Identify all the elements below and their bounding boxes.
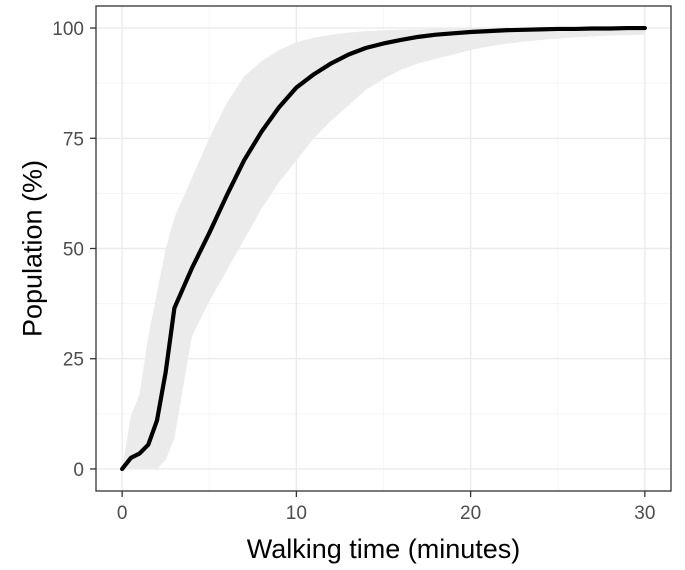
x-axis-title: Walking time (minutes) xyxy=(247,534,521,564)
y-tick-label: 0 xyxy=(73,460,84,481)
confidence-ribbon xyxy=(122,28,645,469)
x-tick-label: 30 xyxy=(634,503,655,524)
y-axis-title: Population (%) xyxy=(17,160,47,337)
y-tick-label: 50 xyxy=(63,240,84,261)
y-axis-ticks: 0 25 50 75 100 xyxy=(52,19,96,481)
series-line xyxy=(120,25,647,472)
y-tick-label: 75 xyxy=(63,129,84,150)
x-axis-ticks: 0 10 20 30 xyxy=(117,491,655,524)
x-tick-label: 0 xyxy=(117,503,128,524)
x-tick-label: 10 xyxy=(286,503,307,524)
x-tick-label: 20 xyxy=(460,503,481,524)
y-tick-label: 25 xyxy=(63,350,84,371)
y-tick-label: 100 xyxy=(52,19,84,40)
